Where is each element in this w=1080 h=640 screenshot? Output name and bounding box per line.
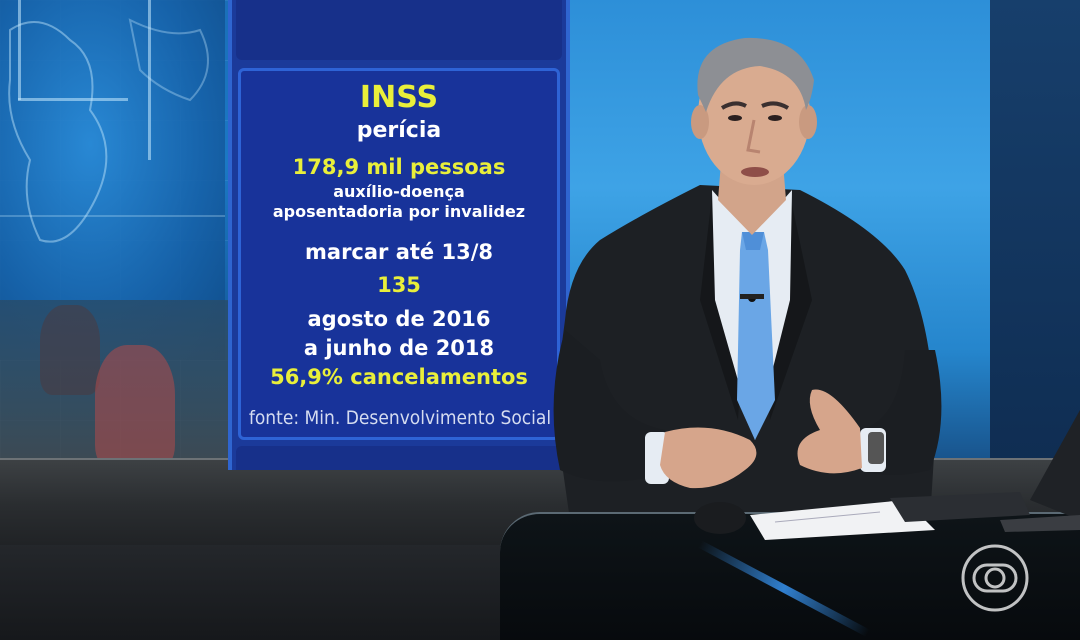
graphic-period-end: a junho de 2018 (303, 336, 495, 360)
graphic-subtitle: perícia (356, 118, 442, 143)
map-grid-line (0, 215, 225, 217)
map-grid-line (148, 0, 151, 160)
studio-dark-column (990, 0, 1080, 470)
background-person (40, 305, 100, 395)
graphic-people-count: 178,9 mil pessoas (292, 155, 506, 179)
info-graphic-box (238, 68, 560, 440)
graphic-benefit-disability: aposentadoria por invalidez (272, 202, 526, 221)
graphic-number: 135 (377, 273, 421, 297)
map-grid-line (18, 0, 21, 100)
background-person (95, 345, 175, 470)
graphic-benefit-sick-leave: auxílio-doença (333, 182, 465, 201)
continent-outline (8, 18, 209, 243)
map-grid-line (18, 98, 128, 101)
globo-logo-icon (961, 544, 1029, 612)
graphic-period-start: agosto de 2016 (307, 307, 491, 331)
graphic-title: INSS (359, 80, 439, 115)
info-graphic-top-bar (236, 0, 562, 60)
graphic-source: fonte: Min. Desenvolvimento Social (248, 407, 552, 429)
graphic-cancellations: 56,9% cancelamentos (270, 365, 528, 389)
info-graphic-bottom-bar (236, 446, 562, 470)
graphic-deadline: marcar até 13/8 (305, 240, 493, 264)
